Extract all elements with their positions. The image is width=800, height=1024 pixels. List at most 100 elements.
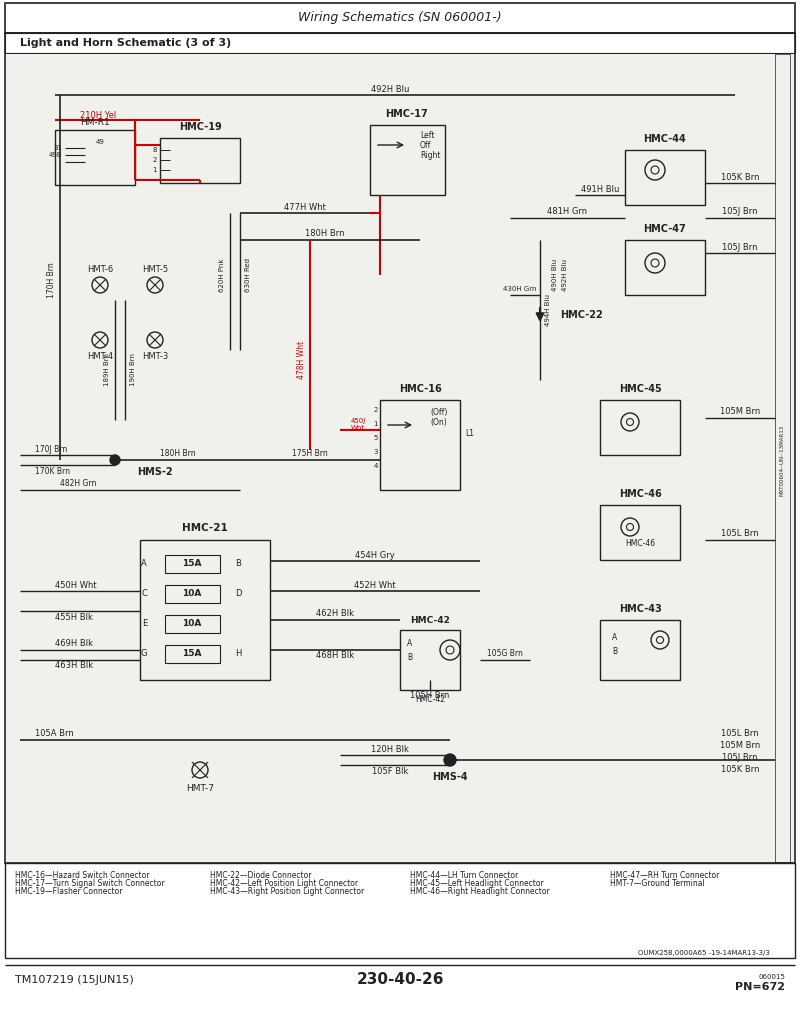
Bar — [140, 540, 270, 680]
Bar — [600, 505, 680, 560]
Bar — [5, 33, 795, 863]
Text: 1: 1 — [374, 421, 378, 427]
Text: 210H Yel: 210H Yel — [80, 111, 116, 120]
Text: 105G Brn: 105G Brn — [487, 649, 523, 658]
Text: OUMX258,0000A65 -19-14MAR13-3/3: OUMX258,0000A65 -19-14MAR13-3/3 — [638, 950, 770, 956]
Text: 10A: 10A — [182, 590, 202, 598]
Text: Left: Left — [420, 130, 434, 139]
Text: Light and Horn Schematic (3 of 3): Light and Horn Schematic (3 of 3) — [20, 38, 231, 48]
Text: 469H Blk: 469H Blk — [55, 640, 93, 648]
Text: 477H Wht: 477H Wht — [284, 203, 326, 212]
Text: 2: 2 — [374, 407, 378, 413]
Text: (On): (On) — [430, 419, 446, 427]
Text: 492H Blu: 492H Blu — [562, 259, 568, 291]
Text: 478H Wht: 478H Wht — [298, 341, 306, 379]
Text: HMC-17: HMC-17 — [386, 109, 428, 119]
Text: 492H Blu: 492H Blu — [371, 85, 409, 93]
Text: 170K Brn: 170K Brn — [35, 467, 70, 475]
Text: HMS-2: HMS-2 — [137, 467, 173, 477]
Bar — [165, 585, 220, 603]
Text: HMC-16—Hazard Switch Connector: HMC-16—Hazard Switch Connector — [15, 871, 150, 880]
Text: 2: 2 — [153, 157, 157, 163]
Text: 175H Brn: 175H Brn — [292, 449, 328, 458]
Text: Right: Right — [420, 151, 441, 160]
Text: 105H Brn: 105H Brn — [410, 690, 450, 699]
Text: E: E — [142, 620, 147, 629]
Text: 491H Blu: 491H Blu — [581, 184, 619, 194]
Text: A: A — [407, 639, 413, 647]
Text: HMC-45—Left Headlight Connector: HMC-45—Left Headlight Connector — [410, 879, 544, 888]
Text: 189H Brn: 189H Brn — [104, 353, 110, 386]
Text: 105J Brn: 105J Brn — [722, 754, 758, 763]
Text: 105M Brn: 105M Brn — [720, 408, 760, 417]
Circle shape — [444, 754, 456, 766]
Text: 454H Gry: 454H Gry — [355, 551, 395, 559]
Text: HMC-42: HMC-42 — [415, 695, 445, 705]
Text: HMT-3: HMT-3 — [142, 352, 168, 361]
Text: 1: 1 — [153, 167, 157, 173]
Text: HMC-17—Turn Signal Switch Connector: HMC-17—Turn Signal Switch Connector — [15, 879, 165, 888]
Text: HMC-21: HMC-21 — [182, 523, 228, 534]
Text: 10A: 10A — [182, 620, 202, 629]
Bar — [5, 33, 795, 53]
Text: 31: 31 — [53, 145, 62, 151]
Text: A: A — [612, 634, 618, 642]
Text: HMT-6: HMT-6 — [87, 265, 113, 274]
Bar — [775, 54, 790, 862]
Bar — [5, 3, 795, 33]
Text: B: B — [235, 559, 241, 568]
Text: L1: L1 — [466, 428, 474, 437]
Text: 462H Blk: 462H Blk — [316, 609, 354, 618]
Text: HMC-46: HMC-46 — [618, 489, 662, 499]
Text: 630H Red: 630H Red — [245, 258, 251, 292]
Bar — [380, 400, 460, 490]
Text: 455H Blk: 455H Blk — [55, 612, 93, 622]
Text: HMT-4: HMT-4 — [87, 352, 113, 361]
Text: Off: Off — [420, 140, 431, 150]
Text: 180H Brn: 180H Brn — [160, 449, 196, 458]
Text: 170J Brn: 170J Brn — [35, 444, 67, 454]
Bar — [55, 130, 135, 185]
Text: 3: 3 — [374, 449, 378, 455]
Bar — [625, 150, 705, 205]
Text: 49B: 49B — [48, 152, 62, 158]
Text: TM107219 (15JUN15): TM107219 (15JUN15) — [15, 975, 134, 985]
Bar — [165, 615, 220, 633]
Text: HMC-45: HMC-45 — [618, 384, 662, 394]
Text: HMC-47—RH Turn Connector: HMC-47—RH Turn Connector — [610, 871, 719, 880]
Text: HMC-43—Right Position Light Connector: HMC-43—Right Position Light Connector — [210, 887, 364, 896]
Text: 15A: 15A — [182, 649, 202, 658]
Text: 620H Pnk: 620H Pnk — [219, 258, 225, 292]
Text: HMC-19—Flasher Connector: HMC-19—Flasher Connector — [15, 887, 122, 896]
Text: HM-R1: HM-R1 — [80, 118, 110, 127]
Text: 180H Brn: 180H Brn — [306, 229, 345, 239]
Circle shape — [110, 455, 120, 465]
Text: 105K Brn: 105K Brn — [721, 766, 759, 774]
Text: 105A Brn: 105A Brn — [35, 729, 74, 738]
Text: HMC-47: HMC-47 — [644, 224, 686, 234]
Text: 452H Wht: 452H Wht — [354, 581, 396, 590]
Text: C: C — [141, 590, 147, 598]
Text: 105M Brn: 105M Brn — [720, 741, 760, 751]
Text: MXT00604--UN--13MAR13: MXT00604--UN--13MAR13 — [779, 424, 785, 496]
Text: HMC-46—Right Headlight Connector: HMC-46—Right Headlight Connector — [410, 887, 550, 896]
Text: A: A — [142, 559, 147, 568]
Bar — [165, 645, 220, 663]
Text: 450J
Wht: 450J Wht — [350, 418, 366, 430]
Text: PN=672: PN=672 — [735, 982, 785, 992]
Bar — [5, 863, 795, 958]
Text: HMC-22: HMC-22 — [560, 310, 602, 319]
Text: 482H Grn: 482H Grn — [60, 479, 96, 488]
Text: 230-40-26: 230-40-26 — [356, 973, 444, 987]
Text: 49: 49 — [95, 139, 105, 145]
Text: HMT-5: HMT-5 — [142, 265, 168, 274]
Text: 481H Grn: 481H Grn — [547, 208, 587, 216]
Text: 105J Brn: 105J Brn — [722, 243, 758, 252]
Text: 105K Brn: 105K Brn — [721, 172, 759, 181]
Text: HMT-7—Ground Terminal: HMT-7—Ground Terminal — [610, 879, 705, 888]
Text: 105L Brn: 105L Brn — [721, 729, 759, 738]
Bar — [165, 555, 220, 573]
Text: H: H — [235, 649, 242, 658]
Text: D: D — [235, 590, 242, 598]
Text: HMC-19: HMC-19 — [178, 122, 222, 132]
